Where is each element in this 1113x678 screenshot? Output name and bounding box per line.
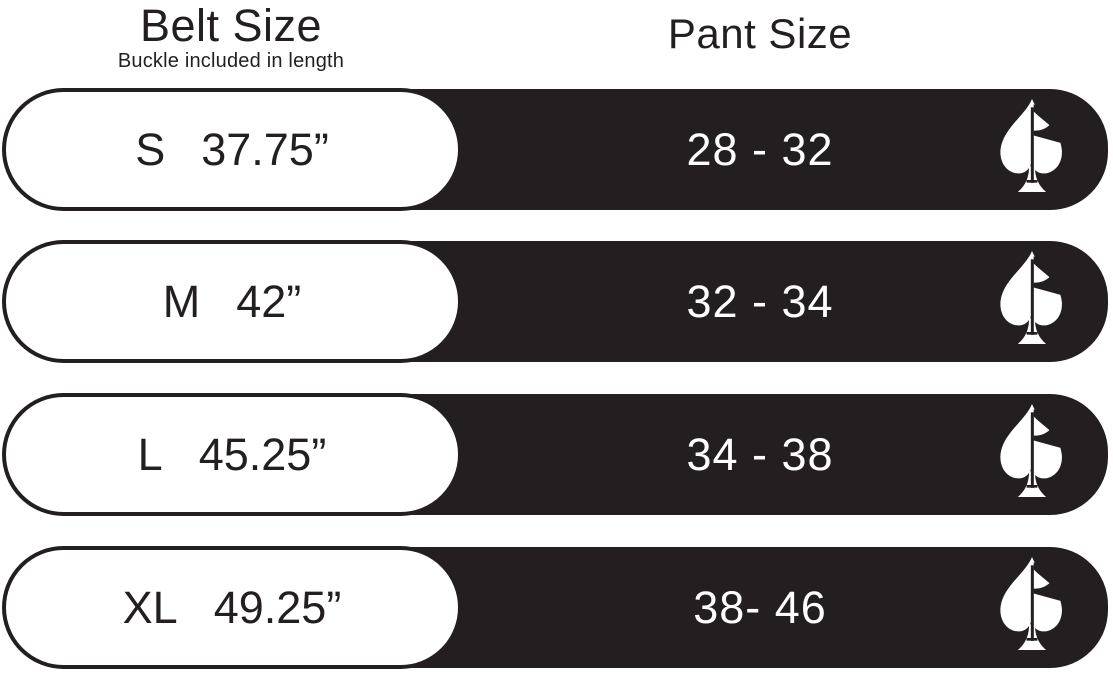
pant-range: 38- 46 <box>693 581 827 633</box>
size-letter: L <box>137 428 163 480</box>
belt-size-pill: XL 49.25” <box>2 546 462 669</box>
belt-length: 49.25” <box>213 581 342 633</box>
spade-flag-icon <box>992 98 1072 207</box>
belt-size-title: Belt Size <box>139 0 323 51</box>
pant-size-title: Pant Size <box>667 10 853 57</box>
belt-size-pill: S 37.75” <box>2 88 462 211</box>
size-letter: M <box>162 275 201 327</box>
size-letter: XL <box>122 581 178 633</box>
belt-row-m: M 42” 32 - 34 <box>0 240 1108 363</box>
spade-flag-icon <box>992 250 1072 359</box>
pant-range: 28 - 32 <box>686 123 834 175</box>
pant-range: 34 - 38 <box>686 428 834 480</box>
belt-row-xl: XL 49.25” 38- 46 <box>0 546 1108 669</box>
belt-row-s: S 37.75” 28 - 32 <box>0 88 1108 211</box>
belt-size-pill: M 42” <box>2 240 462 363</box>
belt-length: 45.25” <box>198 428 327 480</box>
belt-size-header: Belt Size Buckle included in length <box>0 0 462 73</box>
spade-flag-icon <box>992 556 1072 665</box>
size-letter: S <box>135 123 166 175</box>
belt-size-pill: L 45.25” <box>2 393 462 516</box>
belt-length: 37.75” <box>201 123 329 175</box>
pant-range: 32 - 34 <box>686 275 834 327</box>
belt-size-subtitle: Buckle included in length <box>117 50 345 73</box>
spade-flag-icon <box>992 403 1072 512</box>
belt-length: 42” <box>236 275 302 327</box>
belt-row-l: L 45.25” 34 - 38 <box>0 393 1108 516</box>
